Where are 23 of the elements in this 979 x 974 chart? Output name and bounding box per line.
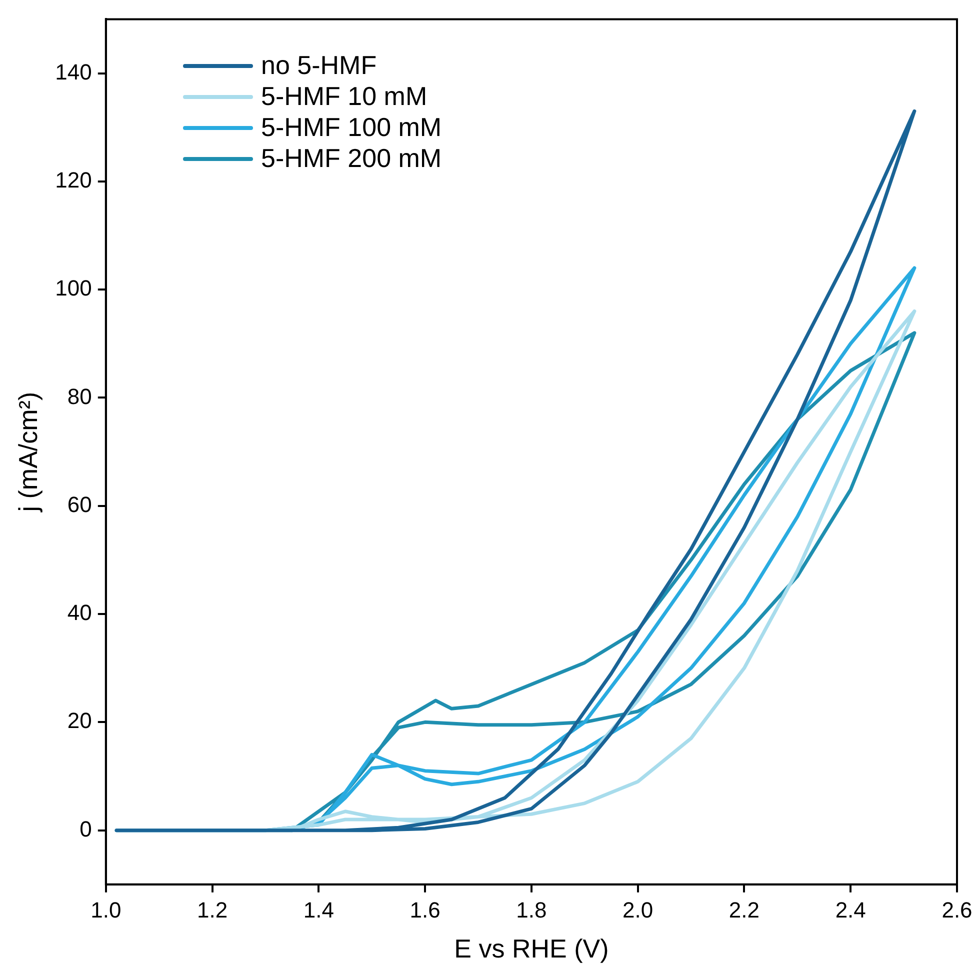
x-tick-label: 2.0 [622,898,654,923]
legend-label: no 5-HMF [261,50,377,81]
y-axis-title: j (mA/cm²) [12,392,43,513]
y-tick-label: 80 [67,384,92,409]
y-tick-label: 60 [67,492,92,517]
y-tick-label: 140 [55,59,92,84]
y-tick-label: 0 [80,816,92,842]
x-tick-label: 1.2 [196,898,228,923]
legend-label: 5-HMF 100 mM [261,112,442,143]
y-tick-label: 20 [67,708,92,734]
y-tick-label: 120 [55,167,92,192]
legend-label: 5-HMF 10 mM [261,81,428,112]
x-tick-label: 2.2 [728,898,760,923]
x-tick-label: 1.4 [303,898,334,923]
x-tick-label: 1.0 [90,898,122,923]
y-tick-label: 100 [55,276,92,301]
x-axis-title: E vs RHE (V) [454,934,609,964]
legend-label: 5-HMF 200 mM [261,143,442,174]
x-tick-label: 1.8 [516,898,547,923]
y-tick-label: 40 [67,600,92,626]
x-tick-label: 2.6 [942,898,972,923]
x-tick-label: 2.4 [835,898,866,923]
x-tick-label: 1.6 [410,898,440,923]
